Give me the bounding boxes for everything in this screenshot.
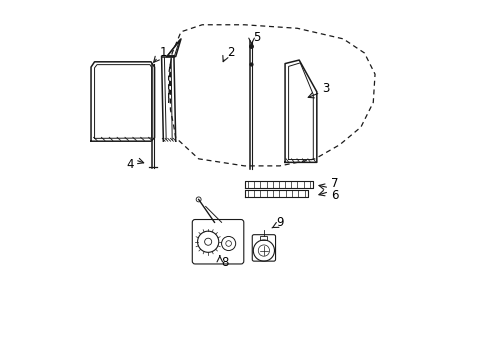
FancyBboxPatch shape [192, 220, 244, 264]
Text: 7: 7 [330, 177, 338, 190]
Text: 2: 2 [226, 46, 234, 59]
Text: 6: 6 [330, 189, 338, 202]
Text: 9: 9 [275, 216, 283, 229]
FancyBboxPatch shape [252, 235, 275, 261]
Text: 5: 5 [253, 31, 260, 44]
Text: 1: 1 [159, 46, 167, 59]
Bar [260, 236, 267, 240]
Text: 8: 8 [221, 256, 228, 269]
Text: 3: 3 [321, 82, 328, 95]
Text: 4: 4 [126, 158, 133, 171]
